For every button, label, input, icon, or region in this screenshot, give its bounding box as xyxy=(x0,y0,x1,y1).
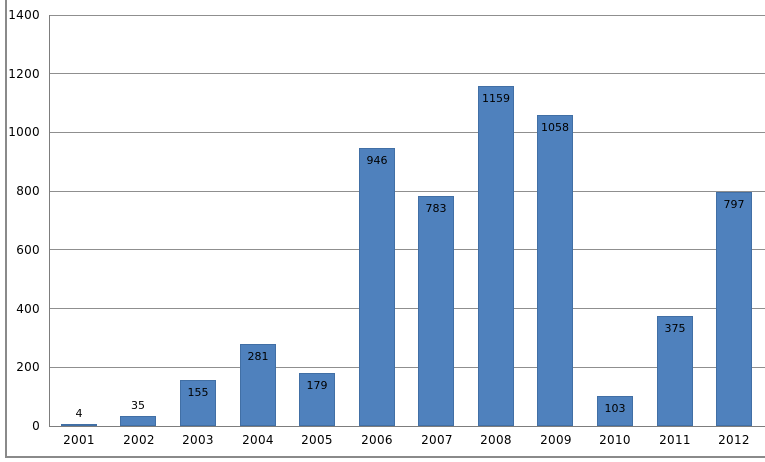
x-axis-tick-label: 2002 xyxy=(123,433,155,447)
y-gridline xyxy=(49,366,765,368)
y-axis-tick-label: 600 xyxy=(16,242,40,257)
y-gridline xyxy=(49,249,765,251)
chart-frame-left-border xyxy=(5,0,7,457)
x-axis-tick-label: 2012 xyxy=(718,433,750,447)
bar-value-label: 946 xyxy=(366,154,388,167)
bar-2002 xyxy=(120,416,156,426)
bar-value-label: 4 xyxy=(75,407,83,420)
x-axis-tick-label: 2001 xyxy=(63,433,95,447)
x-axis-tick-label: 2003 xyxy=(182,433,214,447)
bar-2006 xyxy=(359,148,395,426)
bar-2011 xyxy=(657,316,693,426)
x-axis-tick-label: 2006 xyxy=(361,433,393,447)
y-gridline xyxy=(49,308,765,310)
bar-2005 xyxy=(299,373,335,426)
x-axis-tick-label: 2008 xyxy=(480,433,512,447)
bar-value-label: 375 xyxy=(664,322,686,335)
bar-value-label: 155 xyxy=(187,386,209,399)
y-axis-tick-label: 1200 xyxy=(8,66,40,81)
bar-2010 xyxy=(597,396,633,426)
bar-2003 xyxy=(180,380,216,426)
bar-value-label: 1159 xyxy=(482,92,510,105)
y-axis-tick-label: 1000 xyxy=(8,125,40,140)
bar-value-label: 783 xyxy=(425,202,447,215)
y-gridline xyxy=(49,131,765,133)
bar-value-label: 281 xyxy=(247,350,269,363)
bar-2007 xyxy=(418,196,454,426)
x-axis-tick-label: 2011 xyxy=(659,433,691,447)
x-axis-tick-label: 2009 xyxy=(540,433,572,447)
y-axis-tick-label: 0 xyxy=(32,419,40,433)
y-gridline xyxy=(49,190,765,192)
y-axis-tick-label: 1400 xyxy=(8,8,40,22)
bar-2004 xyxy=(240,344,276,426)
bar-value-label: 103 xyxy=(604,402,626,415)
x-axis-tick-label: 2010 xyxy=(599,433,631,447)
x-axis-tick-label: 2005 xyxy=(301,433,333,447)
x-axis-tick-label: 2007 xyxy=(421,433,453,447)
bar-value-label: 797 xyxy=(723,198,745,211)
y-axis xyxy=(49,15,50,426)
bar-value-label: 179 xyxy=(306,379,328,392)
x-axis xyxy=(49,426,765,427)
x-axis-tick-label: 2004 xyxy=(242,433,274,447)
y-axis-tick-label: 800 xyxy=(16,184,40,199)
chart-frame-bottom-border xyxy=(5,456,765,458)
y-axis-tick-label: 400 xyxy=(16,301,40,316)
y-gridline xyxy=(49,14,765,16)
bar-2008 xyxy=(478,86,514,426)
bar-value-label: 35 xyxy=(131,399,145,412)
bar-2009 xyxy=(537,115,573,426)
bar-2001 xyxy=(61,424,97,426)
bar-value-label: 1058 xyxy=(541,121,569,134)
y-axis-tick-label: 200 xyxy=(16,360,40,375)
y-gridline xyxy=(49,73,765,75)
bar-2012 xyxy=(716,192,752,426)
